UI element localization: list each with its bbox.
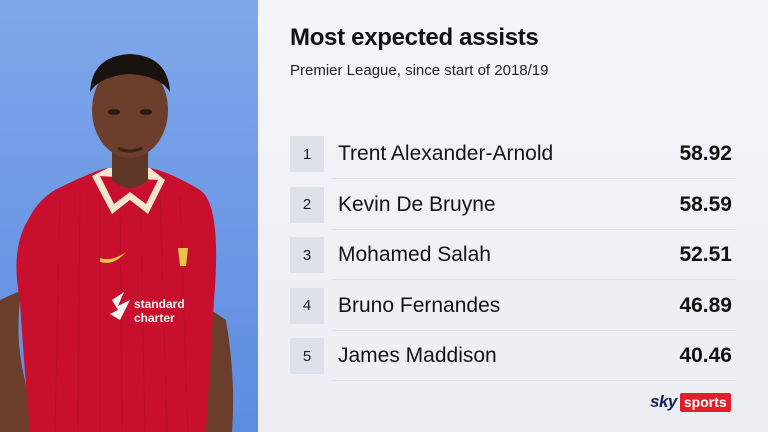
list-item: 1 Trent Alexander-Arnold 58.92 (290, 135, 736, 179)
player-name: Bruno Fernandes (338, 293, 501, 317)
xa-value: 52.51 (679, 243, 732, 266)
xa-value: 58.92 (679, 142, 732, 165)
list-item: 2 Kevin De Bruyne 58.59 (290, 186, 736, 230)
rank-badge: 5 (290, 338, 324, 374)
graphic-subtitle: Premier League, since start of 2018/19 (290, 62, 549, 79)
xa-value: 40.46 (679, 344, 732, 367)
list-item: 4 Bruno Fernandes 46.89 (290, 287, 736, 331)
ranking-list: 1 Trent Alexander-Arnold 58.92 2 Kevin D… (290, 135, 736, 388)
list-item: 5 James Maddison 40.46 (290, 337, 736, 381)
player-name: Trent Alexander-Arnold (338, 142, 554, 165)
player-photo-panel: standard charter (0, 0, 258, 432)
xa-value: 58.59 (679, 192, 732, 216)
sky-logo-text: sky (650, 392, 677, 411)
rank-badge: 1 (290, 136, 324, 172)
sky-sports-logo: sky sports (650, 392, 731, 412)
player-name: Kevin De Bruyne (338, 192, 496, 216)
sponsor-text-1: standard (134, 297, 185, 311)
list-item: 3 Mohamed Salah 52.51 (290, 236, 736, 280)
rank-badge: 3 (290, 237, 324, 273)
stats-panel (258, 0, 768, 432)
player-name: Mohamed Salah (338, 243, 491, 266)
xa-value: 46.89 (679, 293, 732, 317)
sports-logo-text: sports (679, 392, 731, 412)
player-name: James Maddison (338, 344, 497, 367)
rank-badge: 2 (290, 186, 324, 223)
rank-badge: 4 (290, 287, 324, 324)
graphic-title: Most expected assists (290, 24, 539, 51)
sponsor-text-2: charter (134, 311, 175, 325)
player-photo: standard charter (0, 54, 234, 432)
